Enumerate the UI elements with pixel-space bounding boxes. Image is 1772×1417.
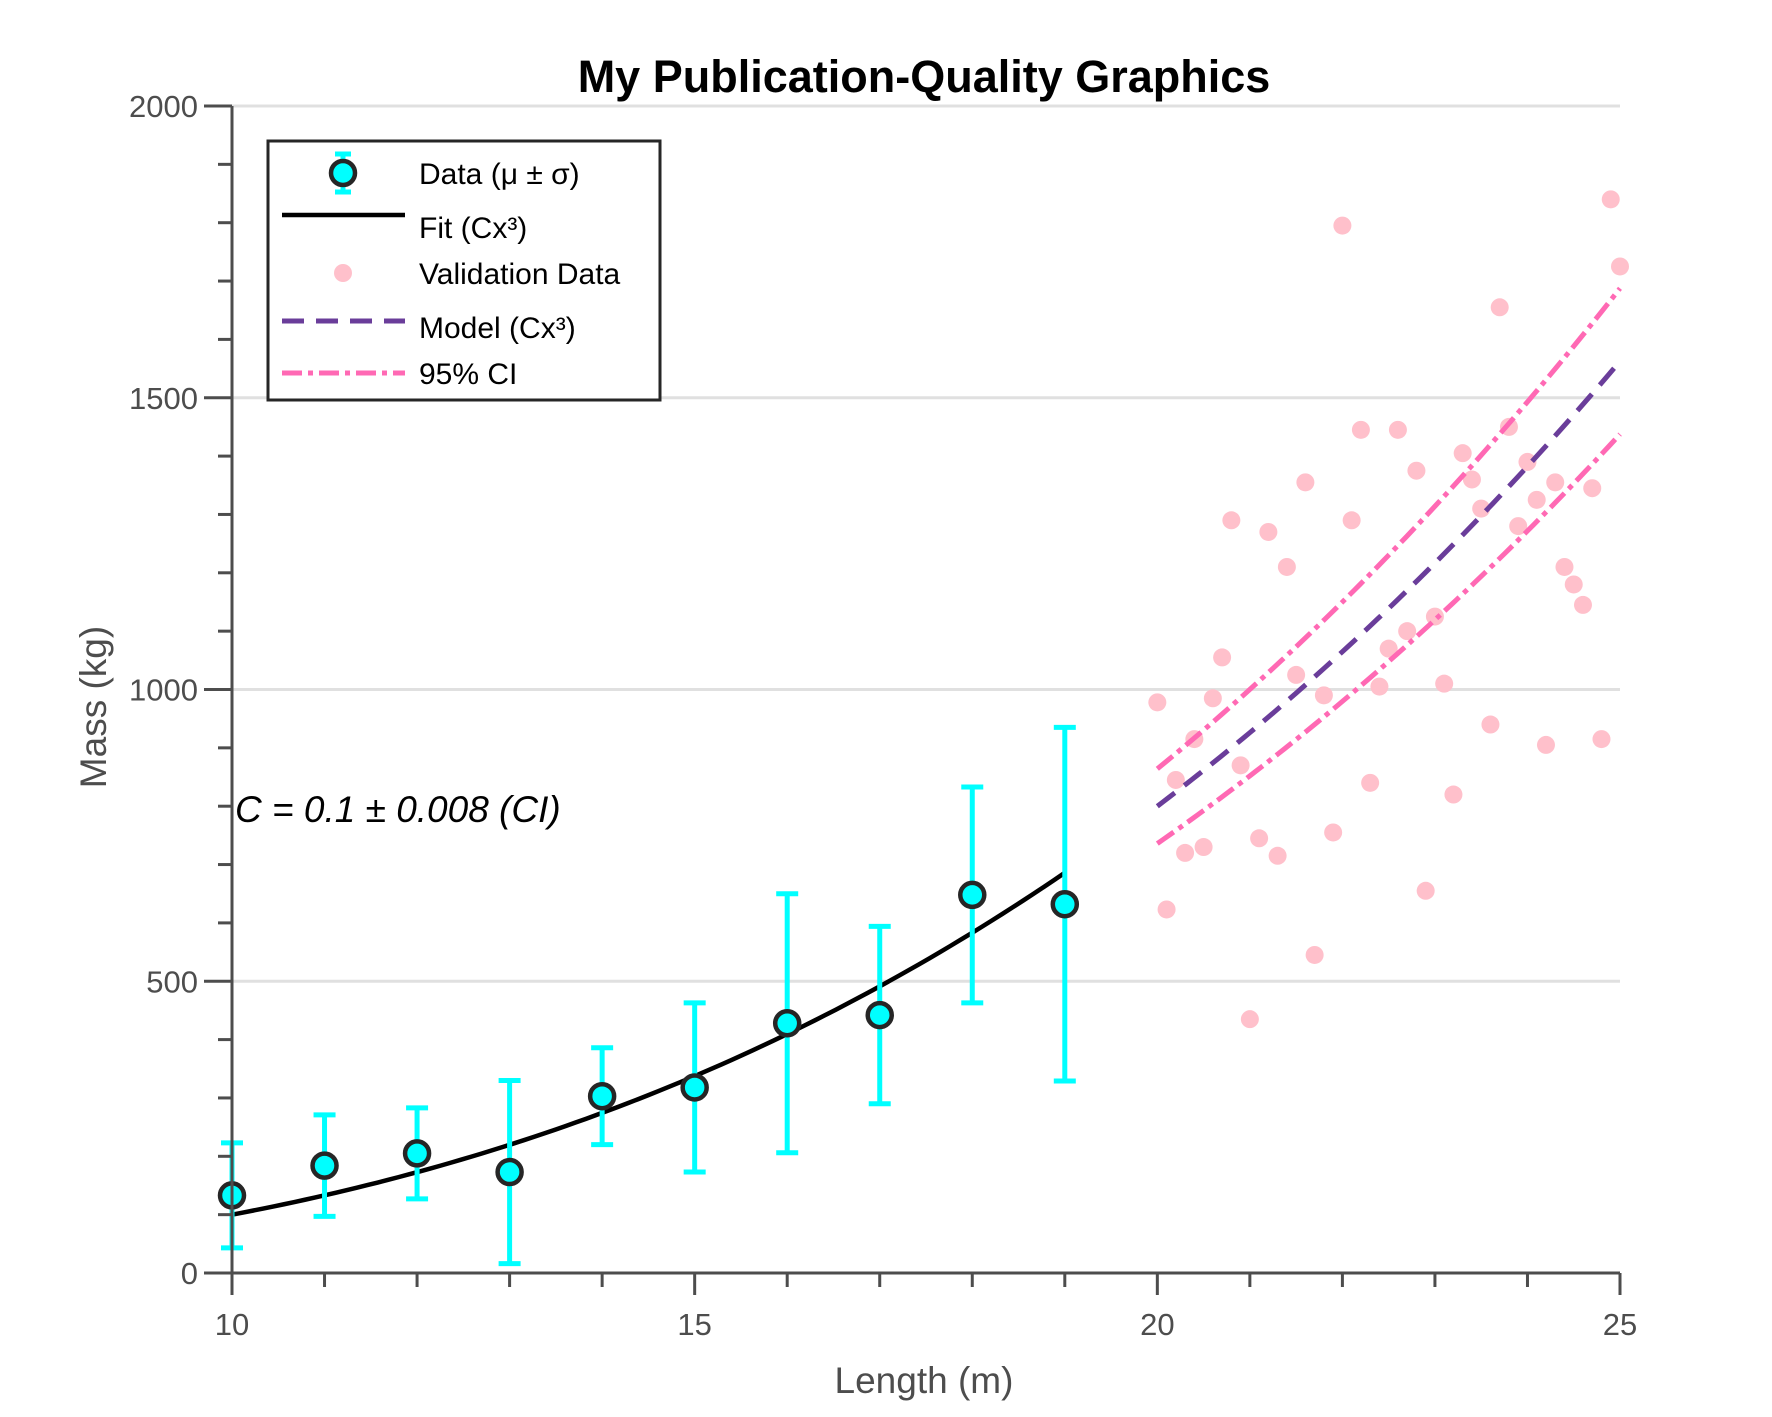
data-point — [865, 1000, 894, 1030]
validation-point — [1342, 511, 1361, 530]
validation-point — [1462, 470, 1481, 489]
validation-point — [1490, 298, 1509, 317]
validation-point — [1398, 622, 1417, 641]
fit-coefficient-annotation: C = 0.1 ± 0.008 (CI) — [235, 789, 561, 830]
legend-label: 95% CI — [419, 358, 517, 391]
y-tick-label: 500 — [146, 964, 198, 999]
validation-point — [1176, 843, 1195, 862]
validation-point — [1388, 420, 1407, 439]
legend: Data (μ ± σ) Fit (Cx³) Validation Data Mode… — [266, 139, 662, 402]
validation-point — [1536, 735, 1555, 754]
data-point — [587, 1081, 617, 1111]
validation-point — [1203, 689, 1222, 708]
validation-point — [1555, 557, 1574, 576]
legend-entry: 95% CI — [282, 358, 517, 391]
legend-label: Model (Cx³) — [419, 312, 576, 345]
legend-entry: Data (μ ± σ) — [328, 151, 580, 195]
validation-point — [1314, 686, 1333, 705]
validation-point — [1240, 1010, 1259, 1029]
legend-box — [266, 139, 662, 402]
validation-point — [1573, 595, 1592, 614]
validation-point — [1583, 479, 1602, 498]
validation-point — [1518, 452, 1537, 471]
validation-point — [1148, 693, 1167, 712]
validation-point — [1472, 499, 1491, 518]
x-tick-label: 15 — [677, 1307, 711, 1342]
data-point — [495, 1157, 524, 1187]
y-tick-label: 0 — [181, 1256, 198, 1291]
legend-label: Validation Data — [419, 258, 621, 291]
legend-validation-swatch — [334, 264, 352, 282]
validation-point — [1305, 945, 1324, 964]
validation-point — [1287, 665, 1306, 684]
legend-entry: Validation Data — [334, 258, 621, 291]
validation-point — [1231, 756, 1250, 775]
validation-point — [1296, 473, 1315, 492]
y-axis-label: Mass (kg) — [73, 626, 114, 788]
x-axis-label: Length (m) — [835, 1360, 1014, 1401]
validation-point — [1213, 648, 1232, 667]
validation-point — [1361, 773, 1380, 792]
y-tick-label: 1000 — [129, 673, 198, 708]
validation-point — [1222, 511, 1241, 530]
validation-point — [1601, 190, 1620, 209]
validation-point — [1157, 900, 1176, 919]
y-tick-label: 1500 — [129, 381, 198, 416]
validation-point — [1379, 639, 1398, 658]
validation-point — [1444, 785, 1463, 804]
validation-point — [1435, 674, 1454, 693]
validation-point — [1407, 461, 1426, 480]
validation-point — [1592, 730, 1611, 749]
x-tick-label: 20 — [1140, 1307, 1174, 1342]
plot-area — [217, 190, 1629, 1267]
chart-title: My Publication-Quality Graphics — [578, 51, 1271, 102]
validation-point — [1324, 823, 1343, 842]
ci-upper-line — [1155, 286, 1622, 771]
validation-point — [1564, 575, 1583, 594]
validation-point — [1509, 517, 1528, 536]
axes: 0 500 1000 1500 2000 10 15 20 25 — [129, 89, 1637, 1342]
legend-entry: Model (Cx³) — [282, 312, 576, 345]
model-line — [1155, 359, 1622, 809]
validation-point — [1259, 522, 1278, 541]
validation-point — [1351, 420, 1370, 439]
validation-point — [1370, 677, 1389, 696]
validation-point — [1453, 444, 1472, 463]
y-tick-label: 2000 — [129, 89, 198, 124]
validation-point — [1527, 490, 1546, 509]
validation-point — [1333, 216, 1352, 235]
fit-line — [231, 870, 1067, 1217]
legend-label: Fit (Cx³) — [419, 212, 527, 245]
validation-point — [1268, 846, 1287, 865]
data-point — [310, 1151, 339, 1180]
ci-lower-line — [1155, 432, 1622, 846]
validation-point — [1416, 881, 1435, 900]
x-tick-label: 25 — [1603, 1307, 1637, 1342]
data-point — [772, 1009, 802, 1038]
data-point — [958, 880, 987, 910]
validation-point — [1546, 473, 1565, 492]
validation-point — [1166, 770, 1185, 789]
data-point — [1050, 889, 1080, 919]
legend-label: Data (μ ± σ) — [419, 158, 580, 191]
validation-point — [1277, 557, 1296, 576]
data-point — [680, 1073, 709, 1102]
validation-point — [1250, 829, 1269, 848]
legend-data-swatch — [328, 158, 358, 188]
data-point — [402, 1139, 432, 1168]
validation-point — [1481, 715, 1500, 734]
validation-point — [1194, 838, 1213, 857]
x-tick-label: 10 — [215, 1307, 249, 1342]
legend-entry: Fit (Cx³) — [282, 212, 527, 245]
validation-point — [1611, 257, 1629, 276]
